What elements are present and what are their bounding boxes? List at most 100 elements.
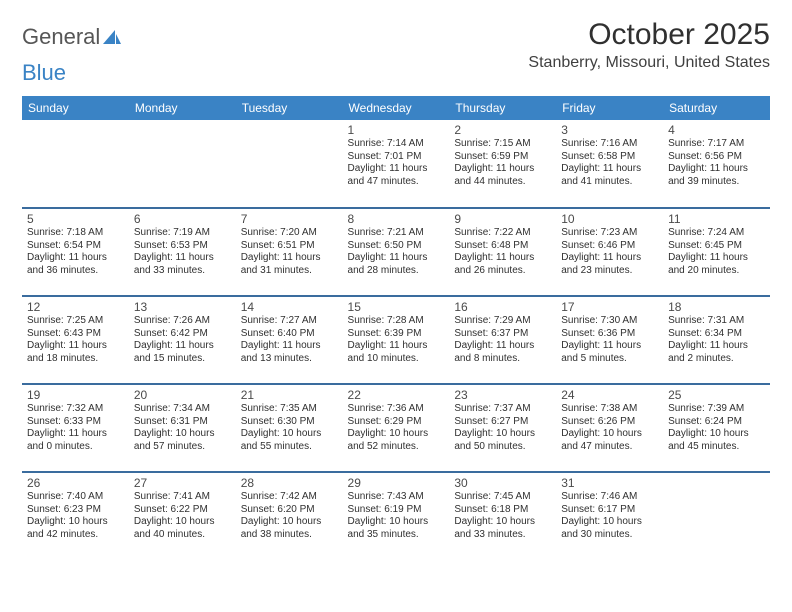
day-detail: Sunrise: 7:32 AMSunset: 6:33 PMDaylight:… xyxy=(27,403,124,453)
day-number: 21 xyxy=(241,388,338,402)
calendar-cell: 7Sunrise: 7:20 AMSunset: 6:51 PMDaylight… xyxy=(236,208,343,296)
sunrise-text: Sunrise: 7:23 AM xyxy=(561,227,658,240)
daylight-text: Daylight: 11 hours and 31 minutes. xyxy=(241,252,338,277)
day-detail: Sunrise: 7:21 AMSunset: 6:50 PMDaylight:… xyxy=(348,227,445,277)
day-number: 15 xyxy=(348,300,445,314)
day-number: 6 xyxy=(134,212,231,226)
day-detail: Sunrise: 7:34 AMSunset: 6:31 PMDaylight:… xyxy=(134,403,231,453)
daylight-text: Daylight: 11 hours and 2 minutes. xyxy=(668,340,765,365)
calendar-cell: 19Sunrise: 7:32 AMSunset: 6:33 PMDayligh… xyxy=(22,384,129,472)
sunset-text: Sunset: 6:39 PM xyxy=(348,328,445,341)
sunrise-text: Sunrise: 7:29 AM xyxy=(454,315,551,328)
calendar-cell: 30Sunrise: 7:45 AMSunset: 6:18 PMDayligh… xyxy=(449,472,556,560)
day-detail: Sunrise: 7:31 AMSunset: 6:34 PMDaylight:… xyxy=(668,315,765,365)
daylight-text: Daylight: 11 hours and 18 minutes. xyxy=(27,340,124,365)
calendar-body: 1Sunrise: 7:14 AMSunset: 7:01 PMDaylight… xyxy=(22,120,770,560)
sunset-text: Sunset: 6:27 PM xyxy=(454,416,551,429)
sunrise-text: Sunrise: 7:18 AM xyxy=(27,227,124,240)
daylight-text: Daylight: 11 hours and 13 minutes. xyxy=(241,340,338,365)
calendar-cell: 24Sunrise: 7:38 AMSunset: 6:26 PMDayligh… xyxy=(556,384,663,472)
sunset-text: Sunset: 6:26 PM xyxy=(561,416,658,429)
sunrise-text: Sunrise: 7:45 AM xyxy=(454,491,551,504)
day-number: 14 xyxy=(241,300,338,314)
day-number: 3 xyxy=(561,123,658,137)
sunset-text: Sunset: 6:29 PM xyxy=(348,416,445,429)
sunset-text: Sunset: 6:45 PM xyxy=(668,240,765,253)
sunrise-text: Sunrise: 7:21 AM xyxy=(348,227,445,240)
day-detail: Sunrise: 7:18 AMSunset: 6:54 PMDaylight:… xyxy=(27,227,124,277)
sunset-text: Sunset: 6:19 PM xyxy=(348,504,445,517)
daylight-text: Daylight: 11 hours and 36 minutes. xyxy=(27,252,124,277)
dayhead-sat: Saturday xyxy=(663,96,770,120)
calendar-cell: 16Sunrise: 7:29 AMSunset: 6:37 PMDayligh… xyxy=(449,296,556,384)
day-detail: Sunrise: 7:35 AMSunset: 6:30 PMDaylight:… xyxy=(241,403,338,453)
calendar-cell: 9Sunrise: 7:22 AMSunset: 6:48 PMDaylight… xyxy=(449,208,556,296)
calendar-row: 19Sunrise: 7:32 AMSunset: 6:33 PMDayligh… xyxy=(22,384,770,472)
sunset-text: Sunset: 6:17 PM xyxy=(561,504,658,517)
day-detail: Sunrise: 7:46 AMSunset: 6:17 PMDaylight:… xyxy=(561,491,658,541)
day-number: 30 xyxy=(454,476,551,490)
day-number: 27 xyxy=(134,476,231,490)
day-detail: Sunrise: 7:19 AMSunset: 6:53 PMDaylight:… xyxy=(134,227,231,277)
calendar-cell: 20Sunrise: 7:34 AMSunset: 6:31 PMDayligh… xyxy=(129,384,236,472)
calendar-cell: 6Sunrise: 7:19 AMSunset: 6:53 PMDaylight… xyxy=(129,208,236,296)
day-number: 17 xyxy=(561,300,658,314)
calendar-cell: 18Sunrise: 7:31 AMSunset: 6:34 PMDayligh… xyxy=(663,296,770,384)
day-detail: Sunrise: 7:24 AMSunset: 6:45 PMDaylight:… xyxy=(668,227,765,277)
calendar-cell: 4Sunrise: 7:17 AMSunset: 6:56 PMDaylight… xyxy=(663,120,770,208)
sunset-text: Sunset: 6:48 PM xyxy=(454,240,551,253)
sunset-text: Sunset: 6:24 PM xyxy=(668,416,765,429)
daylight-text: Daylight: 11 hours and 44 minutes. xyxy=(454,163,551,188)
calendar-cell: 13Sunrise: 7:26 AMSunset: 6:42 PMDayligh… xyxy=(129,296,236,384)
sunrise-text: Sunrise: 7:32 AM xyxy=(27,403,124,416)
dayhead-thu: Thursday xyxy=(449,96,556,120)
sunset-text: Sunset: 6:31 PM xyxy=(134,416,231,429)
sunset-text: Sunset: 6:53 PM xyxy=(134,240,231,253)
sunrise-text: Sunrise: 7:28 AM xyxy=(348,315,445,328)
daylight-text: Daylight: 11 hours and 20 minutes. xyxy=(668,252,765,277)
day-detail: Sunrise: 7:43 AMSunset: 6:19 PMDaylight:… xyxy=(348,491,445,541)
day-detail: Sunrise: 7:16 AMSunset: 6:58 PMDaylight:… xyxy=(561,138,658,188)
daylight-text: Daylight: 11 hours and 0 minutes. xyxy=(27,428,124,453)
sunset-text: Sunset: 6:37 PM xyxy=(454,328,551,341)
daylight-text: Daylight: 11 hours and 10 minutes. xyxy=(348,340,445,365)
calendar-cell: 25Sunrise: 7:39 AMSunset: 6:24 PMDayligh… xyxy=(663,384,770,472)
calendar-cell xyxy=(129,120,236,208)
sunrise-text: Sunrise: 7:39 AM xyxy=(668,403,765,416)
sunrise-text: Sunrise: 7:25 AM xyxy=(27,315,124,328)
dayhead-mon: Monday xyxy=(129,96,236,120)
day-detail: Sunrise: 7:40 AMSunset: 6:23 PMDaylight:… xyxy=(27,491,124,541)
day-detail: Sunrise: 7:22 AMSunset: 6:48 PMDaylight:… xyxy=(454,227,551,277)
day-detail: Sunrise: 7:14 AMSunset: 7:01 PMDaylight:… xyxy=(348,138,445,188)
logo-text-part2: Blue xyxy=(22,60,66,86)
dayname-row: Sunday Monday Tuesday Wednesday Thursday… xyxy=(22,96,770,120)
calendar-cell: 10Sunrise: 7:23 AMSunset: 6:46 PMDayligh… xyxy=(556,208,663,296)
sunrise-text: Sunrise: 7:36 AM xyxy=(348,403,445,416)
daylight-text: Daylight: 11 hours and 15 minutes. xyxy=(134,340,231,365)
day-number: 25 xyxy=(668,388,765,402)
sunrise-text: Sunrise: 7:37 AM xyxy=(454,403,551,416)
daylight-text: Daylight: 10 hours and 47 minutes. xyxy=(561,428,658,453)
day-number: 5 xyxy=(27,212,124,226)
calendar-cell: 1Sunrise: 7:14 AMSunset: 7:01 PMDaylight… xyxy=(343,120,450,208)
sunset-text: Sunset: 6:42 PM xyxy=(134,328,231,341)
dayhead-tue: Tuesday xyxy=(236,96,343,120)
calendar-cell: 11Sunrise: 7:24 AMSunset: 6:45 PMDayligh… xyxy=(663,208,770,296)
logo-sail-icon xyxy=(102,28,122,46)
day-number: 22 xyxy=(348,388,445,402)
calendar-cell: 5Sunrise: 7:18 AMSunset: 6:54 PMDaylight… xyxy=(22,208,129,296)
sunrise-text: Sunrise: 7:19 AM xyxy=(134,227,231,240)
calendar-cell: 31Sunrise: 7:46 AMSunset: 6:17 PMDayligh… xyxy=(556,472,663,560)
sunrise-text: Sunrise: 7:16 AM xyxy=(561,138,658,151)
calendar-row: 12Sunrise: 7:25 AMSunset: 6:43 PMDayligh… xyxy=(22,296,770,384)
daylight-text: Daylight: 11 hours and 26 minutes. xyxy=(454,252,551,277)
sunrise-text: Sunrise: 7:14 AM xyxy=(348,138,445,151)
day-number: 12 xyxy=(27,300,124,314)
calendar-cell xyxy=(22,120,129,208)
daylight-text: Daylight: 10 hours and 35 minutes. xyxy=(348,516,445,541)
daylight-text: Daylight: 11 hours and 28 minutes. xyxy=(348,252,445,277)
day-number: 19 xyxy=(27,388,124,402)
sunrise-text: Sunrise: 7:26 AM xyxy=(134,315,231,328)
sunrise-text: Sunrise: 7:35 AM xyxy=(241,403,338,416)
calendar-cell: 22Sunrise: 7:36 AMSunset: 6:29 PMDayligh… xyxy=(343,384,450,472)
